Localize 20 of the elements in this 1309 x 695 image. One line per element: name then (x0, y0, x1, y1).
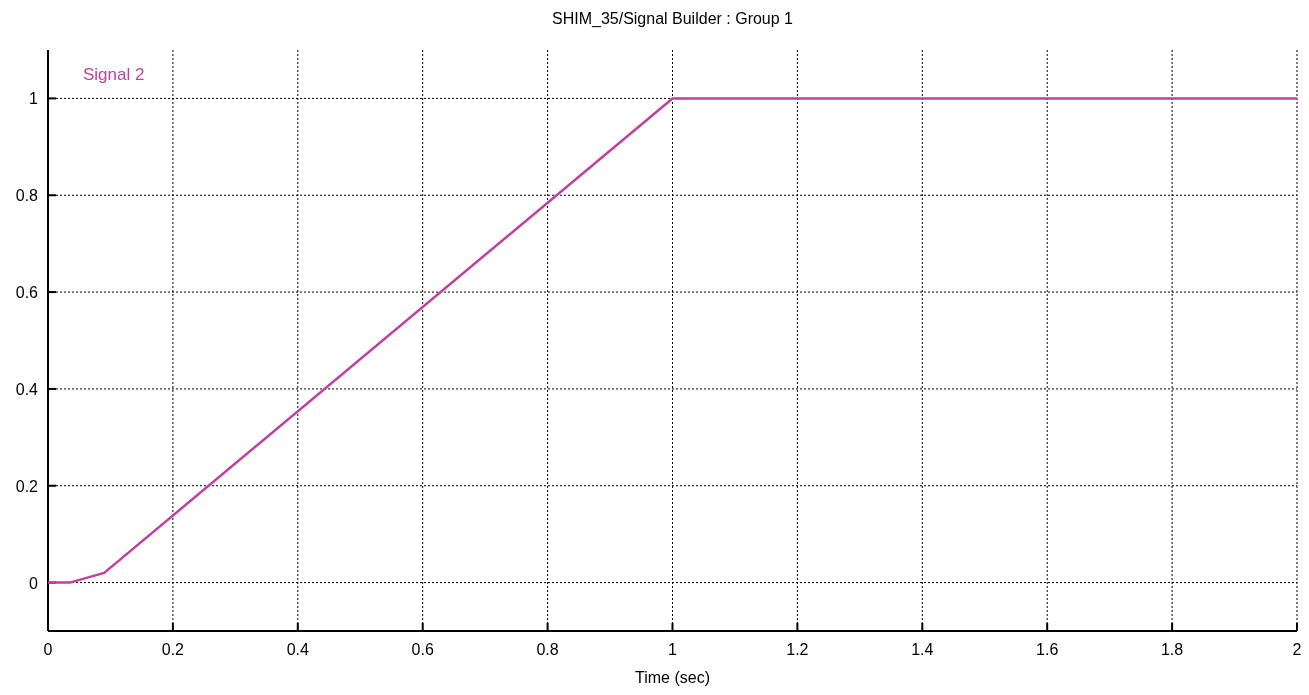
y-tick-label: 0.4 (15, 380, 39, 398)
x-tick-label: 0.6 (411, 641, 434, 658)
x-tick-label: 0.4 (286, 641, 310, 658)
x-axis-title: Time (sec) (635, 669, 710, 686)
x-tick-label: 0 (43, 641, 53, 658)
y-tick-label: 1 (29, 90, 39, 108)
x-tick-label: 0.8 (536, 641, 559, 658)
x-tick-label: 2 (1292, 641, 1302, 658)
y-tick-label: 0.8 (15, 187, 39, 205)
x-tick-label: 1 (668, 641, 678, 658)
y-tick-label: 0 (29, 574, 39, 592)
y-tick-label: 0.2 (15, 477, 39, 495)
x-tick-label: 0.2 (161, 641, 185, 658)
x-tick-label: 1.4 (911, 641, 934, 658)
y-tick-label: 0.6 (15, 284, 39, 302)
text: Signal 2 (83, 65, 145, 84)
chart-title: SHIM_35/Signal Builder : Group 1 (551, 10, 794, 28)
x-tick-label: 1.6 (1036, 641, 1059, 658)
x-tick-label: 1.8 (1160, 641, 1184, 658)
x-tick-label: 1.2 (786, 641, 809, 658)
